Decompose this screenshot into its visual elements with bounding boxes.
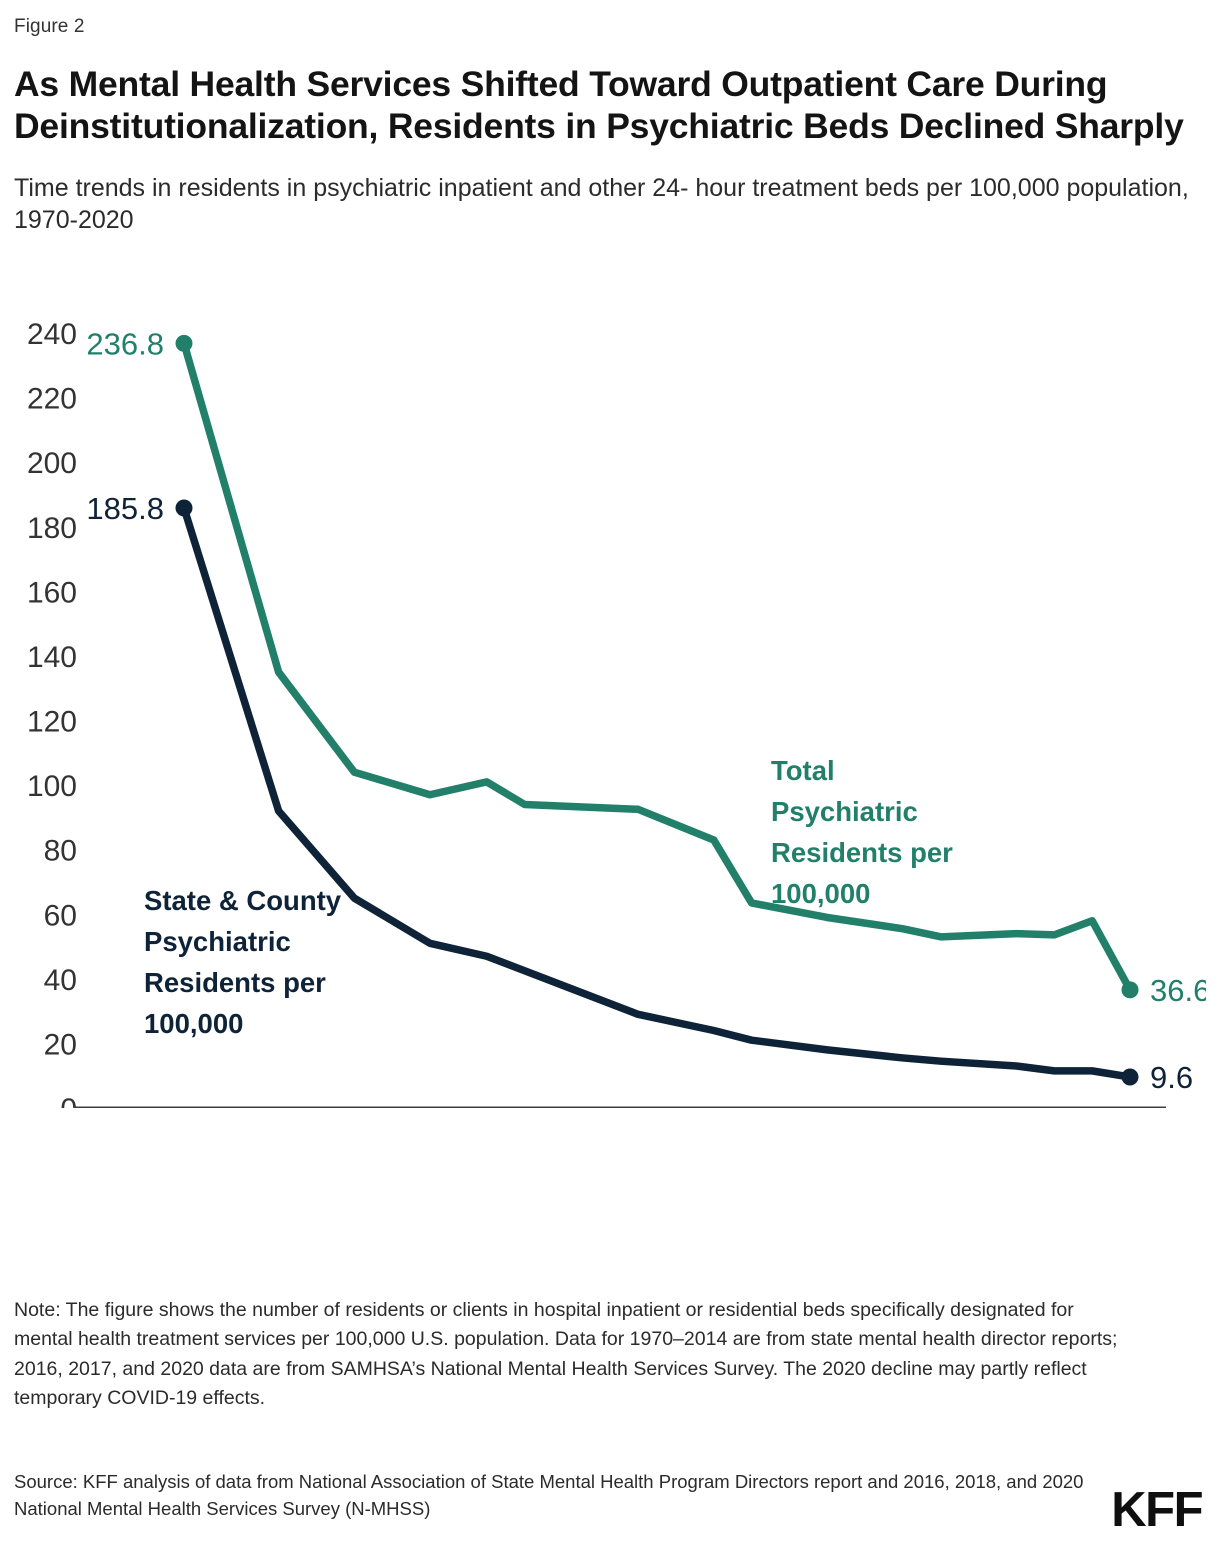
figure-label: Figure 2 [14,16,85,37]
y-tick-label: 0 [60,1093,77,1108]
series-line [180,503,1134,1081]
series-inline-label-line: Total [771,755,835,786]
y-tick-label: 60 [44,899,77,932]
series-inline-label-line: 100,000 [144,1008,243,1039]
y-axis-tick-labels: 0 20 40 60 80 100 120 140 160 180 200 220 240 [27,318,77,1108]
series-endpoint-dots [175,334,1139,1086]
y-tick-label: 80 [44,834,77,867]
series-inline-label-line: Residents per [771,837,953,868]
chart-note: Note: The figure shows the number of res… [14,1299,1118,1409]
series-inline-label: State & County Psychiatric Residents per 10… [144,885,342,1039]
chart-source: Source: KFF analysis of data from Nation… [14,1471,1084,1520]
y-tick-label: 240 [27,318,77,351]
y-tick-label: 140 [27,640,77,673]
series-start-value-label: 236.8 [86,326,164,361]
series-inline-label-line: Psychiatric [771,796,918,827]
series-inline-label: Total Psychiatric Residents per 100,000 [771,755,953,909]
y-tick-label: 120 [27,705,77,738]
y-tick-label: 220 [27,382,77,415]
series-value-labels: 236.8 36.6 185.8 9.6 [86,326,1206,1095]
series-lines [180,339,1134,1081]
y-tick-label: 160 [27,576,77,609]
series-end-dot [1121,1068,1139,1086]
series-inline-label-line: 100,000 [771,878,870,909]
series-end-dot [1121,980,1139,998]
chart-subtitle: Time trends in residents in psychiatric … [14,173,1189,235]
series-line [180,339,1134,994]
series-inline-label-line: Psychiatric [144,926,291,957]
kff-logo: KFF [1111,1483,1203,1537]
series-end-value-label: 9.6 [1150,1060,1193,1095]
y-tick-label: 100 [27,770,77,803]
y-tick-label: 180 [27,511,77,544]
series-inline-label-line: State & County [144,885,342,916]
series-start-dot [175,334,193,352]
page-title: As Mental Health Services Shifted Toward… [14,64,1184,146]
series-inline-label-line: Residents per [144,967,326,998]
series-inline-labels: Total Psychiatric Residents per 100,000Stat… [144,755,953,1039]
y-tick-label: 40 [44,963,77,996]
y-tick-label: 200 [27,447,77,480]
series-start-dot [175,499,193,517]
series-start-value-label: 185.8 [86,491,164,526]
y-tick-label: 20 [44,1028,77,1061]
series-end-value-label: 36.6 [1150,972,1206,1007]
